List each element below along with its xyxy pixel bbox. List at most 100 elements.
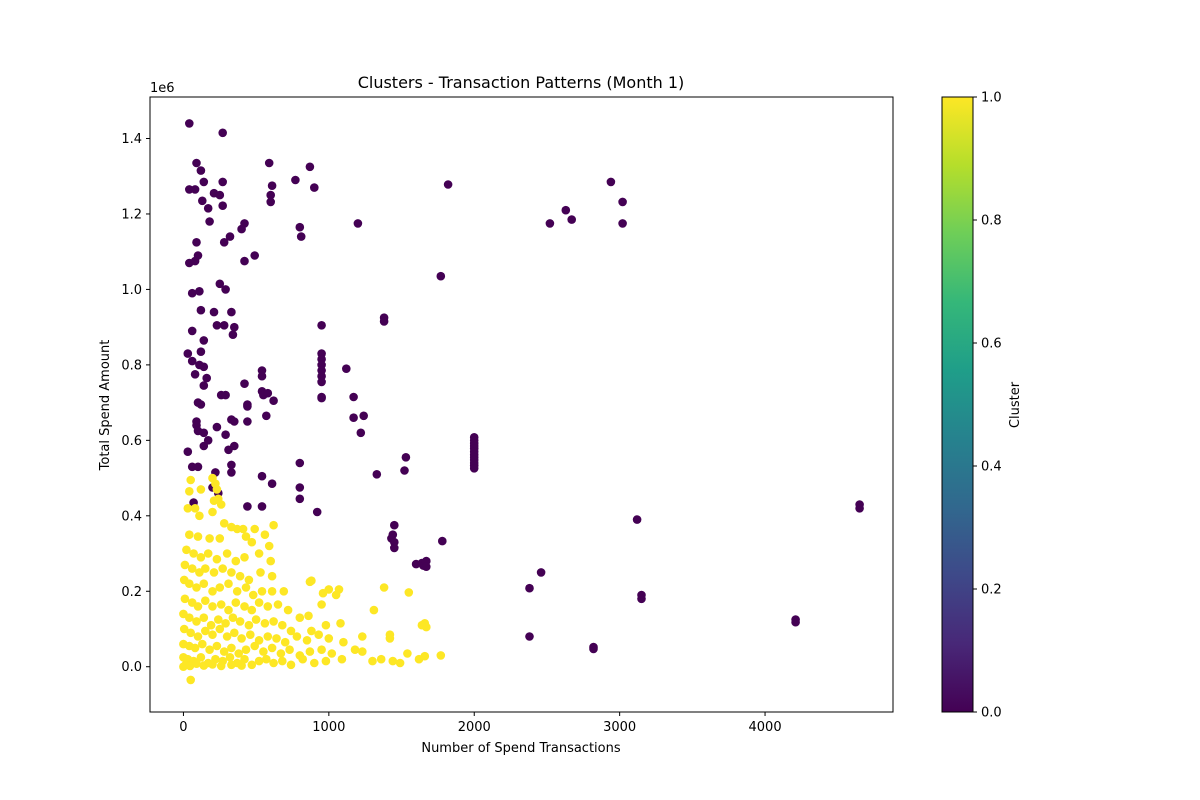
cluster-1-point <box>241 532 251 541</box>
cluster-1-point <box>241 645 251 654</box>
cluster-1-point <box>201 596 210 605</box>
cluster-1-point <box>321 620 331 630</box>
cluster-1-point <box>276 649 286 658</box>
cluster-0-point <box>187 356 197 366</box>
cluster-1-point <box>240 602 249 611</box>
cluster-0-point <box>227 307 236 317</box>
cluster-0-point <box>240 379 249 389</box>
y-axis: 0.0 0.2 0.4 0.6 0.8 1.0 1.2 1.4 <box>121 132 150 675</box>
cluster-1-point <box>283 605 293 615</box>
cluster-1-point <box>237 634 246 643</box>
cluster-1-point <box>186 628 195 638</box>
cluster-0-point <box>225 232 235 241</box>
cluster-0-point <box>561 205 571 215</box>
cluster-1-point <box>185 530 194 539</box>
cluster-0-point <box>349 413 358 423</box>
cluster-0-point <box>193 462 203 472</box>
cluster-1-point <box>385 634 395 643</box>
cluster-1-point <box>267 587 277 596</box>
cluster-1-point <box>199 661 209 670</box>
cluster-0-point <box>196 166 206 175</box>
cluster-1-point <box>272 634 281 643</box>
cluster-1-point <box>192 583 201 592</box>
cluster-1-point <box>248 590 258 600</box>
cluster-1-point <box>260 619 270 628</box>
y-tick-label: 0.8 <box>121 358 142 373</box>
cluster-1-point <box>244 575 254 585</box>
cluster-1-point <box>224 605 233 615</box>
cluster-1-point <box>279 587 289 596</box>
colorbar-ticks: 0.0 0.2 0.4 0.6 0.8 1.0 <box>973 91 1002 721</box>
cluster-1-point <box>193 632 203 641</box>
cluster-1-point <box>321 656 331 666</box>
cluster-1-point <box>232 524 242 534</box>
cluster-1-point <box>201 564 210 573</box>
x-axis-label: Number of Spend Transactions <box>421 741 621 756</box>
cluster-0-point <box>199 336 209 345</box>
cluster-1-point <box>436 651 446 660</box>
cluster-1-point <box>285 645 294 654</box>
cluster-1-point <box>230 628 239 638</box>
cluster-0-point <box>215 190 225 200</box>
cluster-1-point <box>228 613 238 622</box>
cluster-0-point <box>199 428 209 438</box>
cluster-0-point <box>221 390 230 400</box>
cluster-0-point <box>183 349 193 358</box>
y-tick-label: 0.4 <box>121 509 142 524</box>
cluster-1-point <box>205 645 214 654</box>
cluster-1-point <box>280 637 290 647</box>
cluster-0-point <box>218 177 227 187</box>
cluster-0-point <box>243 502 252 511</box>
cluster-1-point <box>304 611 313 621</box>
cluster-0-point <box>209 307 219 317</box>
cluster-0-point <box>190 185 200 194</box>
y-tick-label: 1.2 <box>121 207 142 222</box>
cluster-1-point <box>350 645 360 654</box>
cluster-1-point <box>227 568 236 577</box>
cluster-1-point <box>307 626 316 636</box>
cluster-0-point <box>536 568 546 577</box>
cluster-0-point <box>390 520 399 530</box>
cluster-0-point <box>589 644 598 654</box>
cluster-1-point <box>417 620 427 630</box>
cluster-0-point <box>212 422 222 432</box>
colorbar: 0.0 0.2 0.4 0.6 0.8 1.0 Cluster <box>941 91 1023 721</box>
y-tick-label: 0.2 <box>121 585 142 600</box>
cluster-0-point <box>257 502 267 511</box>
cluster-0-point <box>317 393 326 403</box>
cluster-1-point <box>267 643 277 653</box>
cluster-1-point <box>208 602 217 611</box>
cluster-1-point <box>403 649 412 658</box>
cluster-0-point <box>190 370 200 379</box>
cluster-0-point <box>267 181 277 190</box>
colorbar-tick-label: 1.0 <box>981 91 1002 106</box>
cluster-1-point <box>208 587 217 596</box>
cluster-1-point <box>185 613 194 622</box>
cluster-1-point <box>254 598 264 607</box>
cluster-0-point <box>266 190 276 200</box>
cluster-0-point <box>221 285 230 294</box>
plot-frame <box>149 96 894 713</box>
cluster-1-point <box>196 553 206 562</box>
cluster-1-point <box>257 587 267 596</box>
cluster-0-point <box>240 256 249 266</box>
cluster-1-point <box>196 653 206 662</box>
cluster-1-point <box>206 620 216 630</box>
cluster-1-point <box>256 568 265 577</box>
cluster-1-point <box>318 588 328 598</box>
cluster-1-point <box>212 641 222 651</box>
cluster-0-point <box>190 256 200 266</box>
cluster-1-point <box>235 617 245 626</box>
cluster-1-point <box>193 532 203 541</box>
cluster-0-point <box>436 271 446 281</box>
cluster-0-point <box>317 377 326 387</box>
cluster-1-point <box>336 619 345 628</box>
cluster-1-point <box>317 600 326 609</box>
cluster-0-point <box>356 428 366 438</box>
y-tick-label: 0.6 <box>121 434 142 449</box>
data-points <box>179 119 864 685</box>
cluster-0-point <box>296 232 306 241</box>
cluster-0-point <box>199 177 209 187</box>
cluster-0-point <box>212 321 222 330</box>
